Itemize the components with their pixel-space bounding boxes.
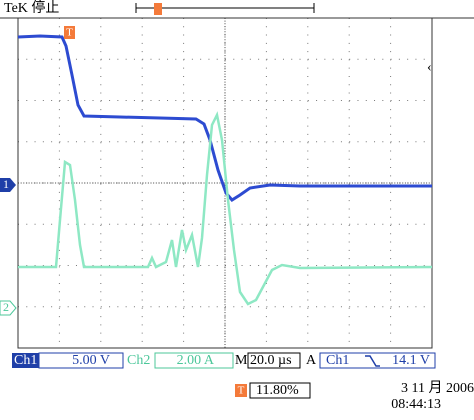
- trigger-position-marker-label: T: [238, 385, 245, 397]
- trigger-position: 11.80%: [256, 383, 299, 398]
- trigger-marker: [64, 26, 75, 39]
- trigger-level-arrow: ‹: [427, 60, 432, 75]
- ch2-trace: [18, 111, 433, 306]
- ch1-label: Ch1: [14, 353, 37, 368]
- ch1-trace: [17, 34, 432, 202]
- time: 08:44:13: [391, 397, 441, 412]
- record-window: [154, 3, 162, 15]
- ch2-scale-box: [154, 352, 234, 369]
- trigger-position-marker: [235, 384, 247, 397]
- ch1-marker-label: 1: [3, 177, 9, 191]
- ch2-marker-label: 2: [3, 300, 9, 314]
- ch1-scale-box: [38, 352, 124, 369]
- ch1-scale: 5.00 V: [72, 353, 110, 368]
- status: TeK 停止: [4, 0, 59, 16]
- time-label: M: [235, 353, 248, 368]
- graticule: [18, 18, 432, 348]
- ch2-marker: [0, 300, 17, 316]
- trigger-box: [319, 352, 436, 369]
- trigger-slope: [365, 355, 380, 367]
- ch2-label: Ch2: [127, 353, 150, 368]
- ch1-marker: [0, 178, 16, 192]
- date: 3 11 月 2006: [401, 380, 474, 396]
- trigger-label: A: [306, 353, 317, 368]
- trigger-marker-label: T: [66, 27, 73, 39]
- time-scale-box: [247, 352, 301, 369]
- ch2-scale: 2.00 A: [177, 353, 215, 368]
- trigger-position-box: [249, 382, 311, 399]
- ch1-label-box: [12, 353, 39, 368]
- trigger-level: 14.1 V: [392, 353, 430, 368]
- trigger-source: Ch1: [326, 353, 349, 368]
- time-scale: 20.0 µs: [250, 353, 292, 368]
